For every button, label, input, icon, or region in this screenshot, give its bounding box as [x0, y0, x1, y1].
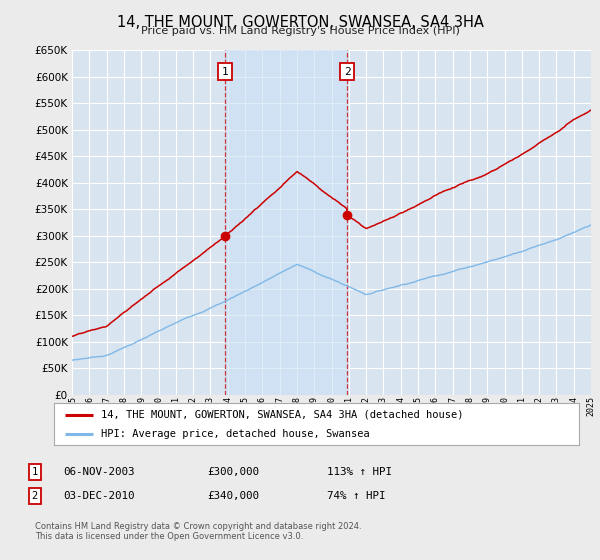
- Text: £340,000: £340,000: [207, 491, 259, 501]
- Bar: [225, 50, 347, 395]
- Text: 1: 1: [32, 467, 38, 477]
- Text: 2: 2: [32, 491, 38, 501]
- Text: 1: 1: [222, 67, 229, 77]
- Text: £300,000: £300,000: [207, 467, 259, 477]
- Text: 14, THE MOUNT, GOWERTON, SWANSEA, SA4 3HA (detached house): 14, THE MOUNT, GOWERTON, SWANSEA, SA4 3H…: [101, 409, 464, 419]
- Text: Contains HM Land Registry data © Crown copyright and database right 2024.
This d: Contains HM Land Registry data © Crown c…: [35, 522, 361, 542]
- Text: 14, THE MOUNT, GOWERTON, SWANSEA, SA4 3HA: 14, THE MOUNT, GOWERTON, SWANSEA, SA4 3H…: [116, 15, 484, 30]
- Text: 113% ↑ HPI: 113% ↑ HPI: [327, 467, 392, 477]
- Text: 06-NOV-2003: 06-NOV-2003: [63, 467, 134, 477]
- Text: Price paid vs. HM Land Registry's House Price Index (HPI): Price paid vs. HM Land Registry's House …: [140, 26, 460, 36]
- Text: HPI: Average price, detached house, Swansea: HPI: Average price, detached house, Swan…: [101, 429, 370, 439]
- Text: 74% ↑ HPI: 74% ↑ HPI: [327, 491, 386, 501]
- Text: 03-DEC-2010: 03-DEC-2010: [63, 491, 134, 501]
- Text: 2: 2: [344, 67, 351, 77]
